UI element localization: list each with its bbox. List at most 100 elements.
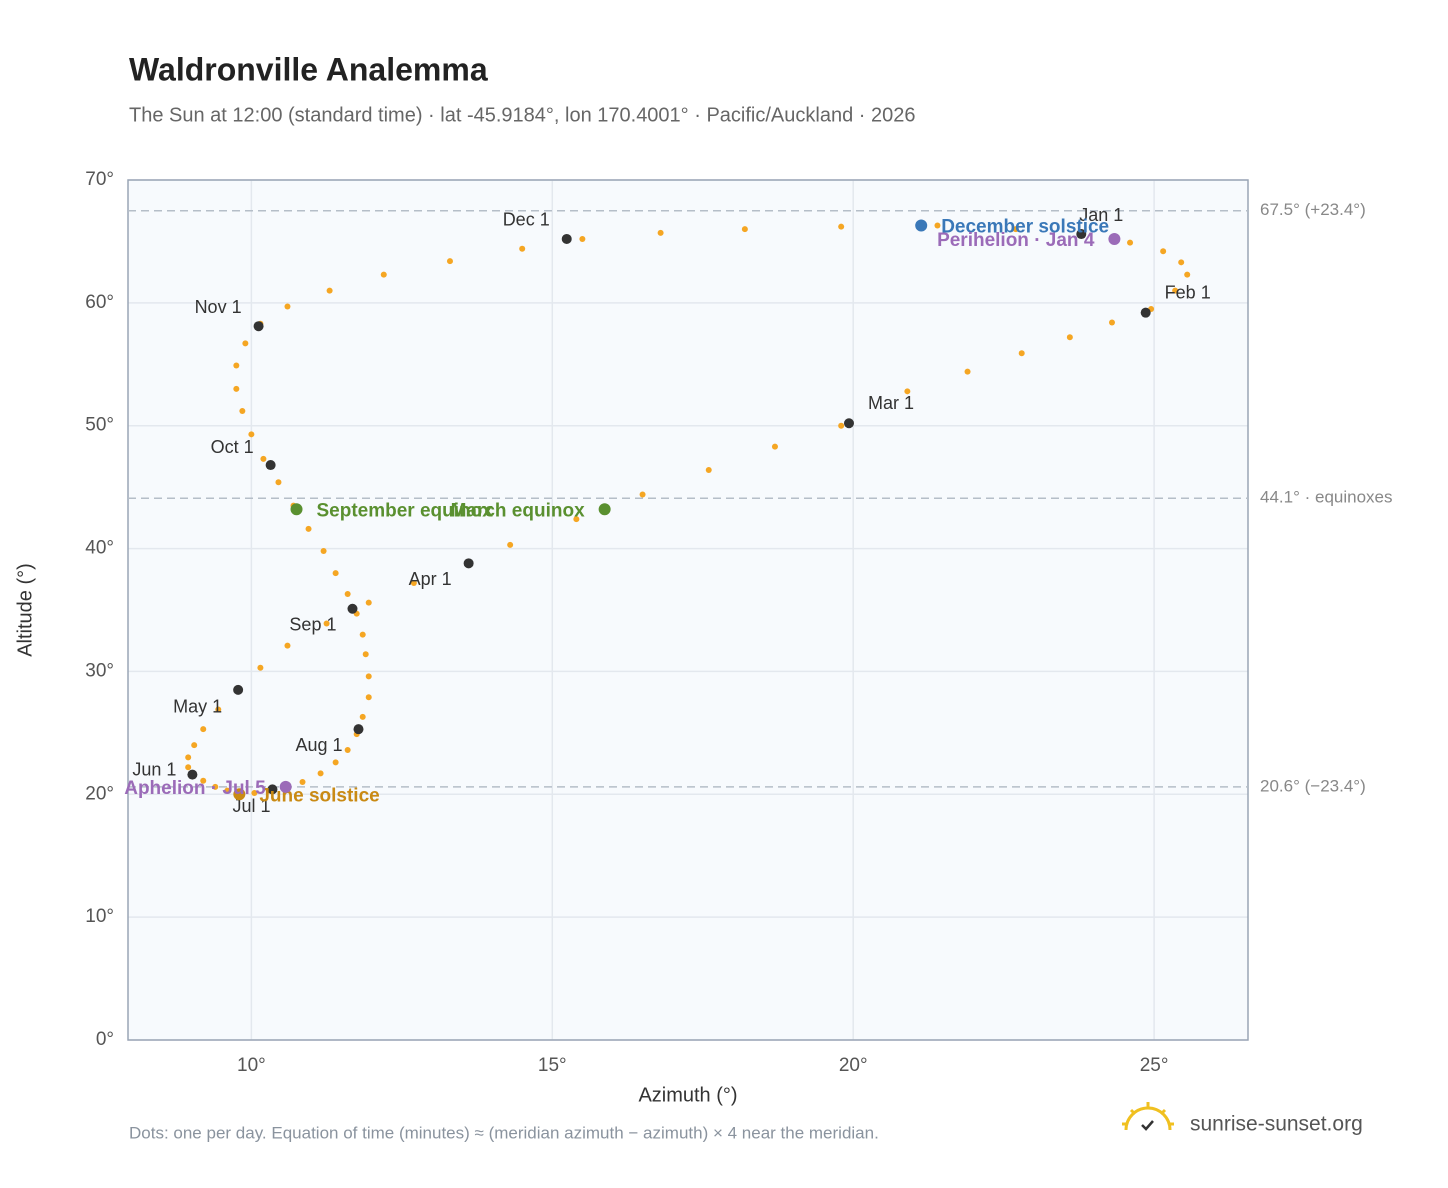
- month-label: May 1: [173, 697, 222, 717]
- event-marker: [279, 780, 292, 793]
- reference-label: 44.1° · equinoxes: [1260, 488, 1393, 507]
- event-marker: [598, 503, 611, 516]
- day-dot: [305, 525, 312, 532]
- month-marker: [187, 769, 198, 780]
- day-dot: [239, 407, 246, 414]
- day-dot: [519, 245, 526, 252]
- day-dot: [317, 770, 324, 777]
- day-dot: [344, 747, 351, 754]
- month-label: Feb 1: [1165, 282, 1211, 302]
- day-dot: [365, 599, 372, 606]
- month-label: Jan 1: [1079, 205, 1123, 225]
- day-dot: [657, 229, 664, 236]
- day-dot: [359, 713, 366, 720]
- y-tick-label: 40°: [85, 538, 114, 559]
- event-marker: [1108, 232, 1121, 245]
- month-label: Nov 1: [195, 297, 242, 317]
- event-label: Perihelion · Jan 4: [937, 230, 1095, 251]
- day-dot: [185, 754, 192, 761]
- month-marker: [561, 233, 572, 244]
- month-label: Aug 1: [295, 735, 342, 755]
- footnote: Dots: one per day. Equation of time (min…: [129, 1123, 879, 1142]
- day-dot: [326, 287, 333, 294]
- day-dot: [248, 431, 255, 438]
- day-dot: [257, 664, 264, 671]
- month-label: Mar 1: [868, 393, 914, 413]
- month-marker: [253, 321, 264, 332]
- month-label: Jul 1: [232, 796, 270, 816]
- month-marker: [1076, 229, 1087, 240]
- event-label: March equinox: [451, 500, 586, 521]
- y-tick-label: 0°: [96, 1029, 114, 1050]
- day-dot: [242, 340, 249, 347]
- month-label: Oct 1: [211, 437, 254, 457]
- day-dot: [191, 742, 198, 749]
- brand: sunrise-sunset.org: [1190, 1113, 1363, 1136]
- day-dot: [410, 579, 417, 586]
- brand-logo: [1122, 1102, 1174, 1131]
- day-dot: [1127, 239, 1134, 246]
- event-label: September equinox: [317, 500, 494, 521]
- month-label: Jun 1: [132, 759, 176, 779]
- day-dot: [380, 271, 387, 278]
- month-marker: [843, 418, 854, 429]
- day-dot: [284, 642, 291, 649]
- y-axis-title: Altitude (°): [14, 563, 36, 657]
- reference-label: 20.6° (−23.4°): [1260, 776, 1366, 795]
- plot-area: [128, 180, 1248, 1040]
- event-marker: [290, 503, 303, 516]
- y-tick-label: 10°: [85, 906, 114, 927]
- event-marker: [915, 219, 928, 232]
- y-tick-label: 60°: [85, 292, 114, 313]
- day-dot: [705, 466, 712, 473]
- day-dot: [200, 777, 207, 784]
- month-marker: [347, 603, 358, 614]
- month-label: Dec 1: [503, 210, 550, 230]
- x-tick-label: 25°: [1140, 1055, 1169, 1076]
- day-dot: [573, 516, 580, 523]
- event-marker: [233, 788, 246, 801]
- day-dot: [233, 362, 240, 369]
- day-dot: [359, 631, 366, 638]
- event-label: December solstice: [941, 216, 1109, 237]
- month-label: Apr 1: [409, 569, 452, 589]
- day-dot: [185, 764, 192, 771]
- month-marker: [463, 558, 474, 569]
- day-dot: [365, 694, 372, 701]
- day-dot: [365, 673, 372, 680]
- month-marker: [265, 460, 276, 471]
- plot-border: [127, 179, 1249, 1041]
- day-dot: [904, 388, 911, 395]
- day-dot: [299, 779, 306, 785]
- y-tick-label: 70°: [85, 169, 114, 190]
- reference-label: 67.5° (+23.4°): [1260, 200, 1366, 219]
- day-dot: [323, 620, 330, 627]
- day-dot: [1184, 271, 1191, 278]
- chart-title: Waldronville Analemma: [129, 51, 488, 87]
- day-dot: [320, 548, 327, 555]
- day-dot: [362, 651, 369, 658]
- day-dot: [838, 422, 845, 429]
- day-dot: [275, 479, 282, 486]
- y-tick-label: 30°: [85, 660, 114, 681]
- x-tick-label: 20°: [839, 1055, 868, 1076]
- day-dot: [200, 726, 207, 733]
- day-dot: [838, 223, 845, 230]
- day-dot: [507, 541, 514, 548]
- day-dot: [215, 706, 222, 713]
- x-tick-label: 15°: [538, 1055, 567, 1076]
- day-dot: [332, 759, 339, 766]
- day-dot: [1178, 259, 1185, 266]
- month-marker: [233, 684, 244, 695]
- month-label: Sep 1: [289, 615, 336, 635]
- day-dot: [964, 368, 971, 375]
- event-label: Aphelion · Jul 5: [124, 778, 266, 799]
- month-marker: [353, 724, 364, 735]
- month-marker: [267, 784, 278, 795]
- day-dot: [260, 455, 267, 462]
- day-dot: [771, 443, 778, 450]
- day-dot: [1160, 248, 1167, 255]
- day-dot: [1172, 287, 1179, 294]
- day-dot: [1018, 350, 1025, 357]
- day-dot: [284, 303, 291, 310]
